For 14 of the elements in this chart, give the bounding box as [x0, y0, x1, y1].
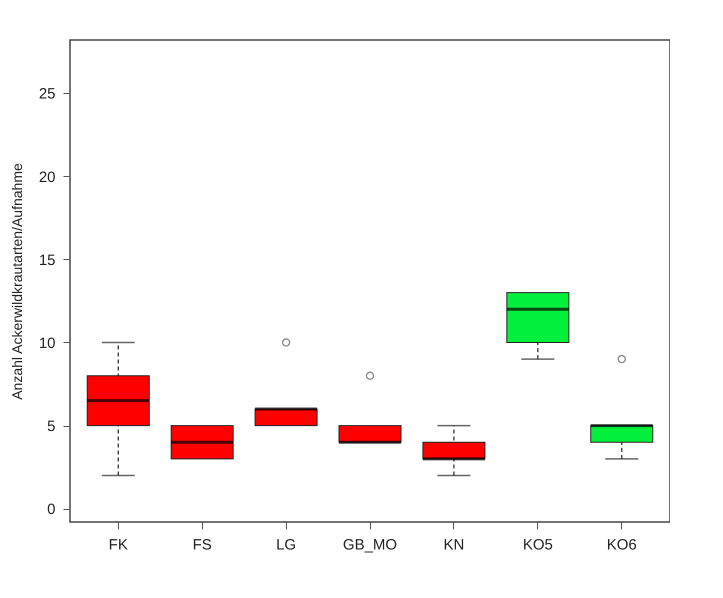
y-tick-label: 20: [38, 168, 56, 186]
x-tick-label: FS: [192, 536, 212, 554]
x-tick-label: KO6: [606, 536, 637, 554]
y-tick-label: 5: [47, 418, 56, 436]
y-tick-label: 25: [38, 86, 56, 103]
y-axis-title: Anzahl Ackerwildkrautarten/Aufnahme: [8, 163, 25, 400]
x-tick-label: KO5: [522, 536, 553, 554]
y-tick-label: 10: [38, 334, 56, 352]
x-tick-label: LG: [276, 536, 296, 554]
x-tick-label: FK: [108, 536, 128, 554]
x-tick-label: KN: [443, 536, 464, 554]
y-tick-label: 15: [38, 252, 56, 269]
y-tick-label: 0: [47, 501, 56, 518]
x-tick-label: GB_MO: [342, 536, 398, 554]
